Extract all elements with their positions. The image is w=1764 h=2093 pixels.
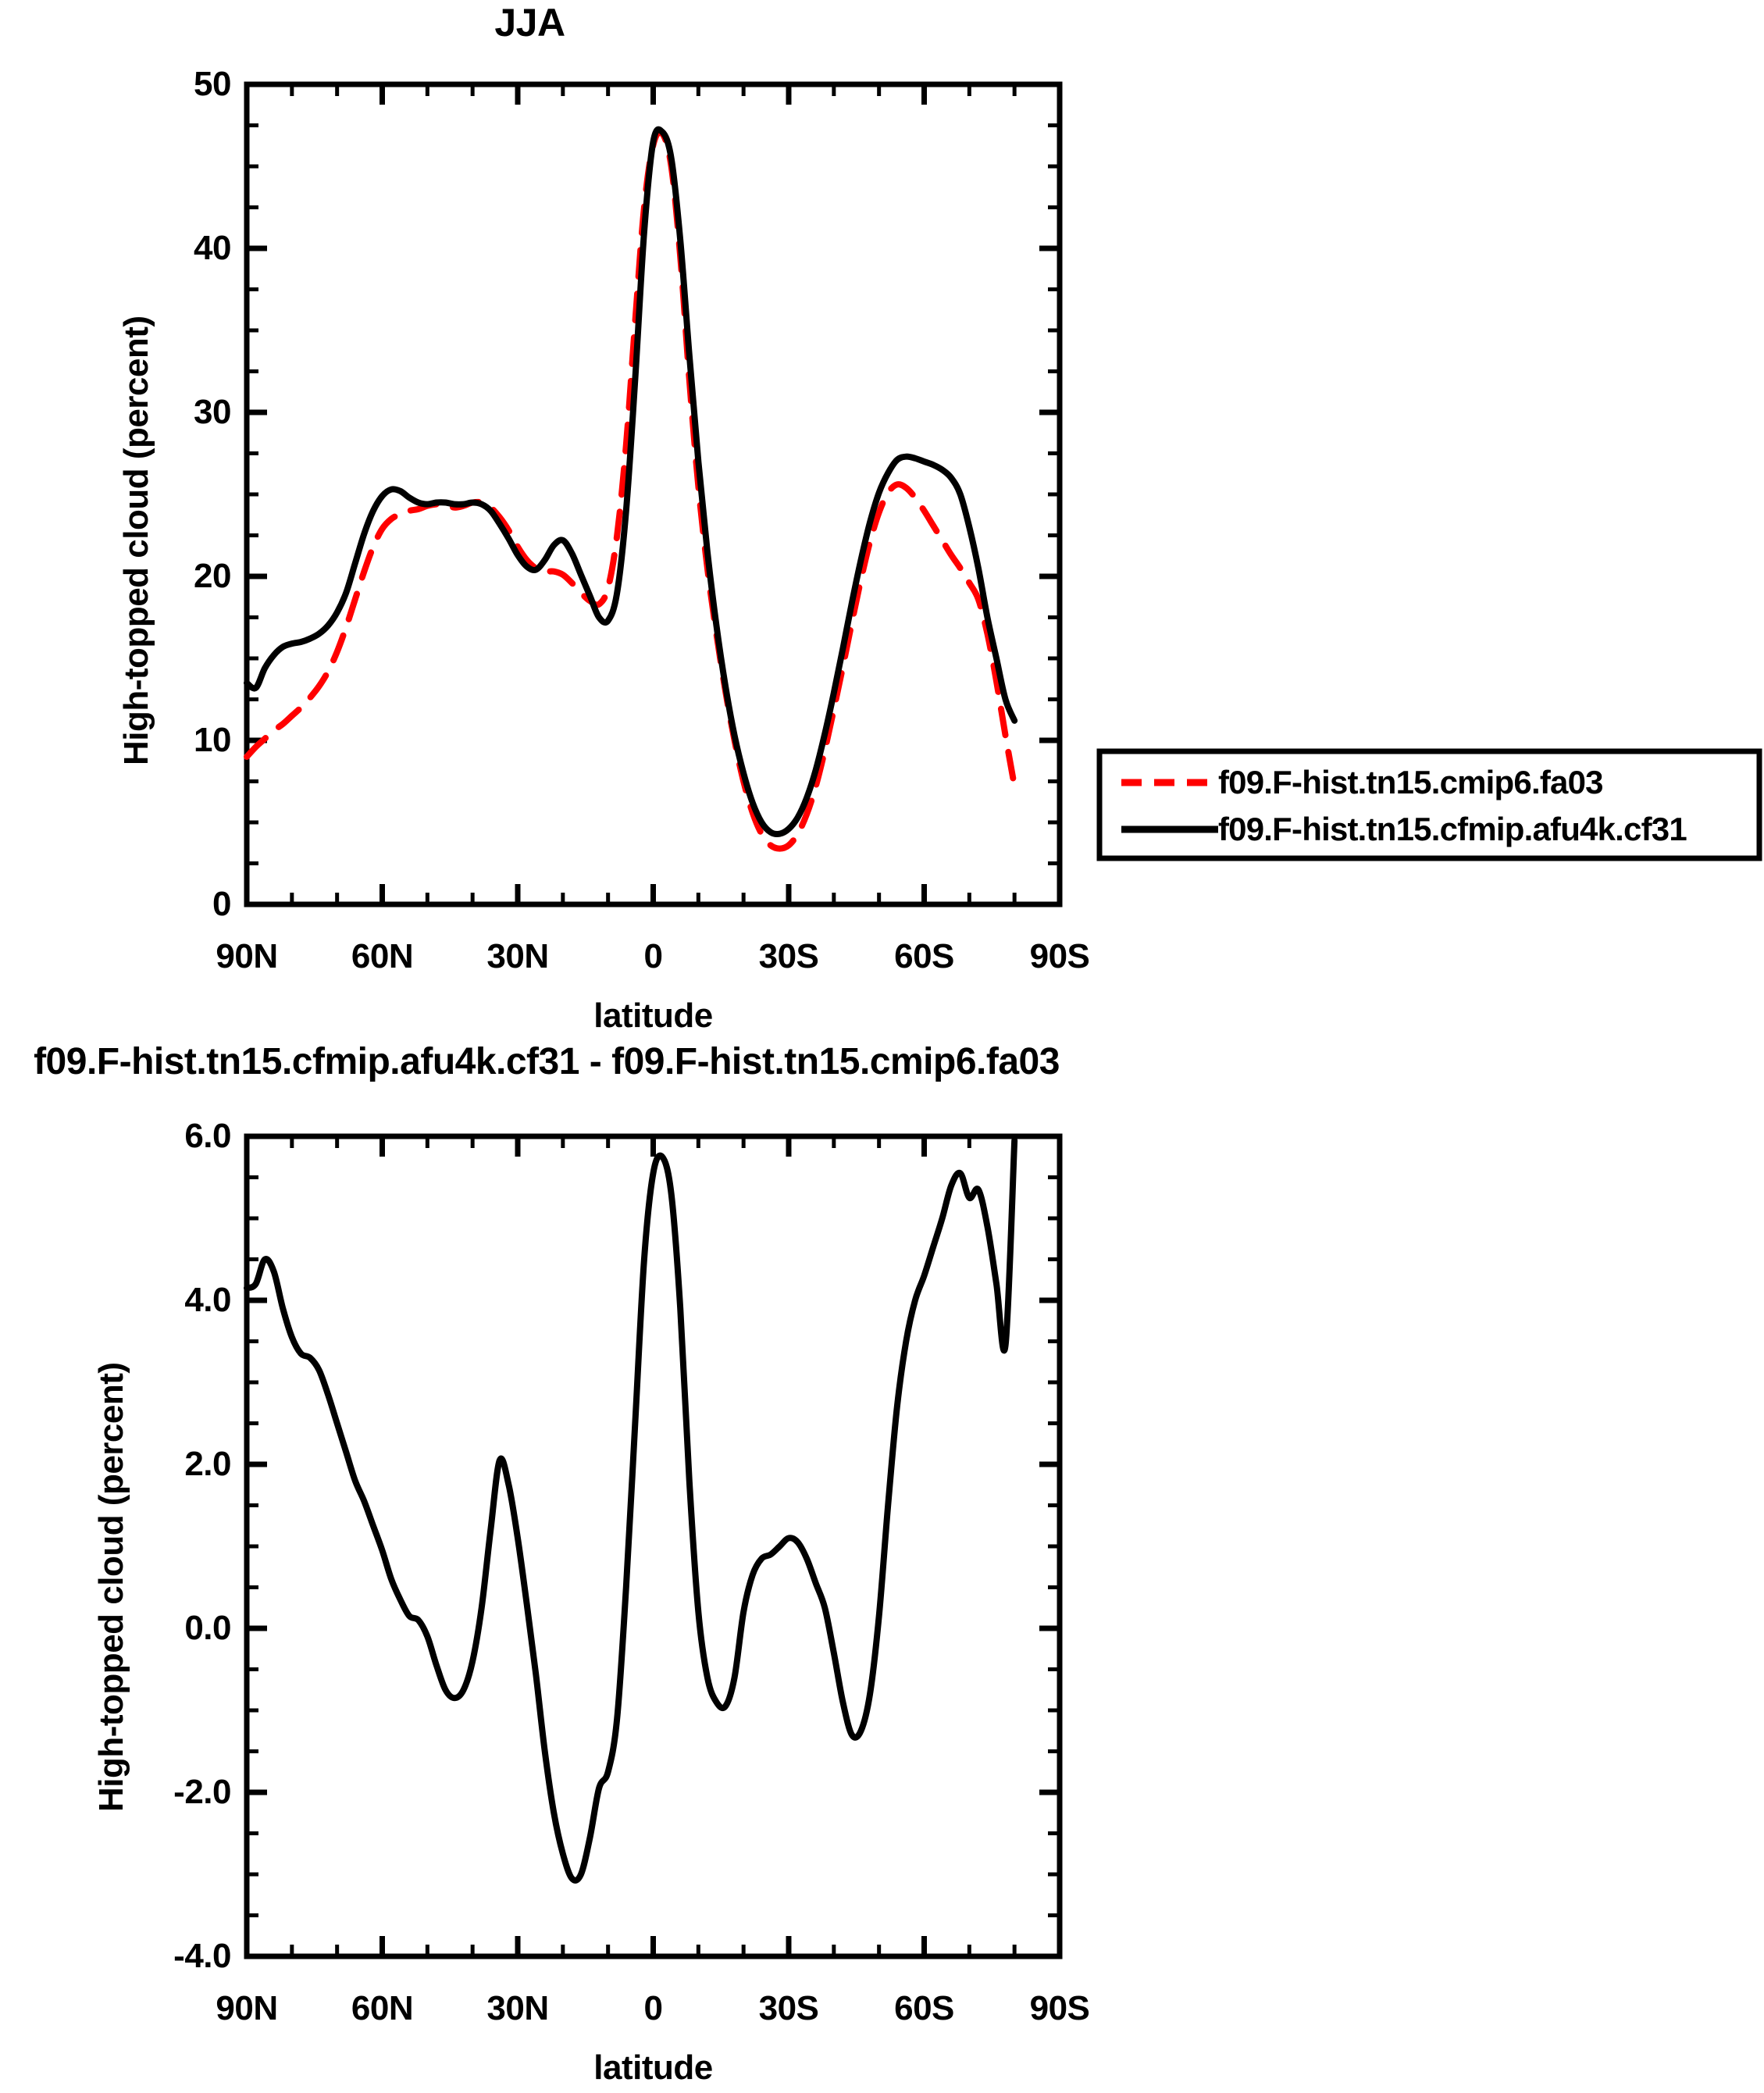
y-tick-label-0: 0 <box>212 885 231 923</box>
x-tick-label-60N: 60N <box>351 937 414 975</box>
legend-label-0: f09.F-hist.tn15.cmip6.fa03 <box>1218 764 1604 800</box>
x-tick-label-30S: 30S <box>758 937 819 975</box>
x-tick-label-0: 0 <box>643 1989 663 2027</box>
y-tick-label--4.0: -4.0 <box>173 1937 231 1975</box>
x-tick-label-60S: 60S <box>894 937 954 975</box>
x-axis-title: latitude <box>593 2048 713 2087</box>
x-tick-label-90S: 90S <box>1029 937 1090 975</box>
y-tick-label-30: 30 <box>194 393 231 431</box>
x-tick-label-30S: 30S <box>758 1989 819 2027</box>
top-chart-lines <box>244 126 1018 852</box>
x-tick-label-30N: 30N <box>486 937 549 975</box>
y-tick-label-20: 20 <box>194 557 231 595</box>
y-axis-title: High-topped cloud (percent) <box>117 316 155 765</box>
bottom-chart-axes <box>244 1133 1063 1959</box>
y-tick-label-50: 50 <box>194 65 231 103</box>
x-tick-label-90N: 90N <box>216 937 278 975</box>
y-tick-label-2.0: 2.0 <box>184 1445 231 1483</box>
y-tick-label-0.0: 0.0 <box>184 1609 231 1647</box>
y-tick-label-6.0: 6.0 <box>184 1117 231 1155</box>
series-line-0 <box>244 1137 1018 1884</box>
x-tick-label-60S: 60S <box>894 1989 954 2027</box>
y-tick-label--2.0: -2.0 <box>173 1773 231 1811</box>
x-tick-label-90N: 90N <box>216 1989 278 2027</box>
difference-title: f09.F-hist.tn15.cfmip.afu4k.cf31 - f09.F… <box>34 1041 1060 1082</box>
y-tick-label-10: 10 <box>194 721 231 759</box>
x-tick-label-90S: 90S <box>1029 1989 1090 2027</box>
x-tick-label-0: 0 <box>643 937 663 975</box>
y-tick-label-40: 40 <box>194 229 231 267</box>
bottom-chart-lines <box>244 1137 1018 1884</box>
y-axis-title: High-topped cloud (percent) <box>92 1362 130 1812</box>
x-tick-label-30N: 30N <box>486 1989 549 2027</box>
x-tick-label-60N: 60N <box>351 1989 414 2027</box>
y-tick-label-4.0: 4.0 <box>184 1281 231 1319</box>
legend-box <box>1096 748 1762 861</box>
legend-label-1: f09.F-hist.tn15.cfmip.afu4k.cf31 <box>1218 811 1687 847</box>
page-title: JJA <box>494 1 565 45</box>
series-line-1 <box>244 126 1018 838</box>
x-axis-title: latitude <box>593 997 713 1035</box>
top-chart-axes <box>244 81 1063 907</box>
